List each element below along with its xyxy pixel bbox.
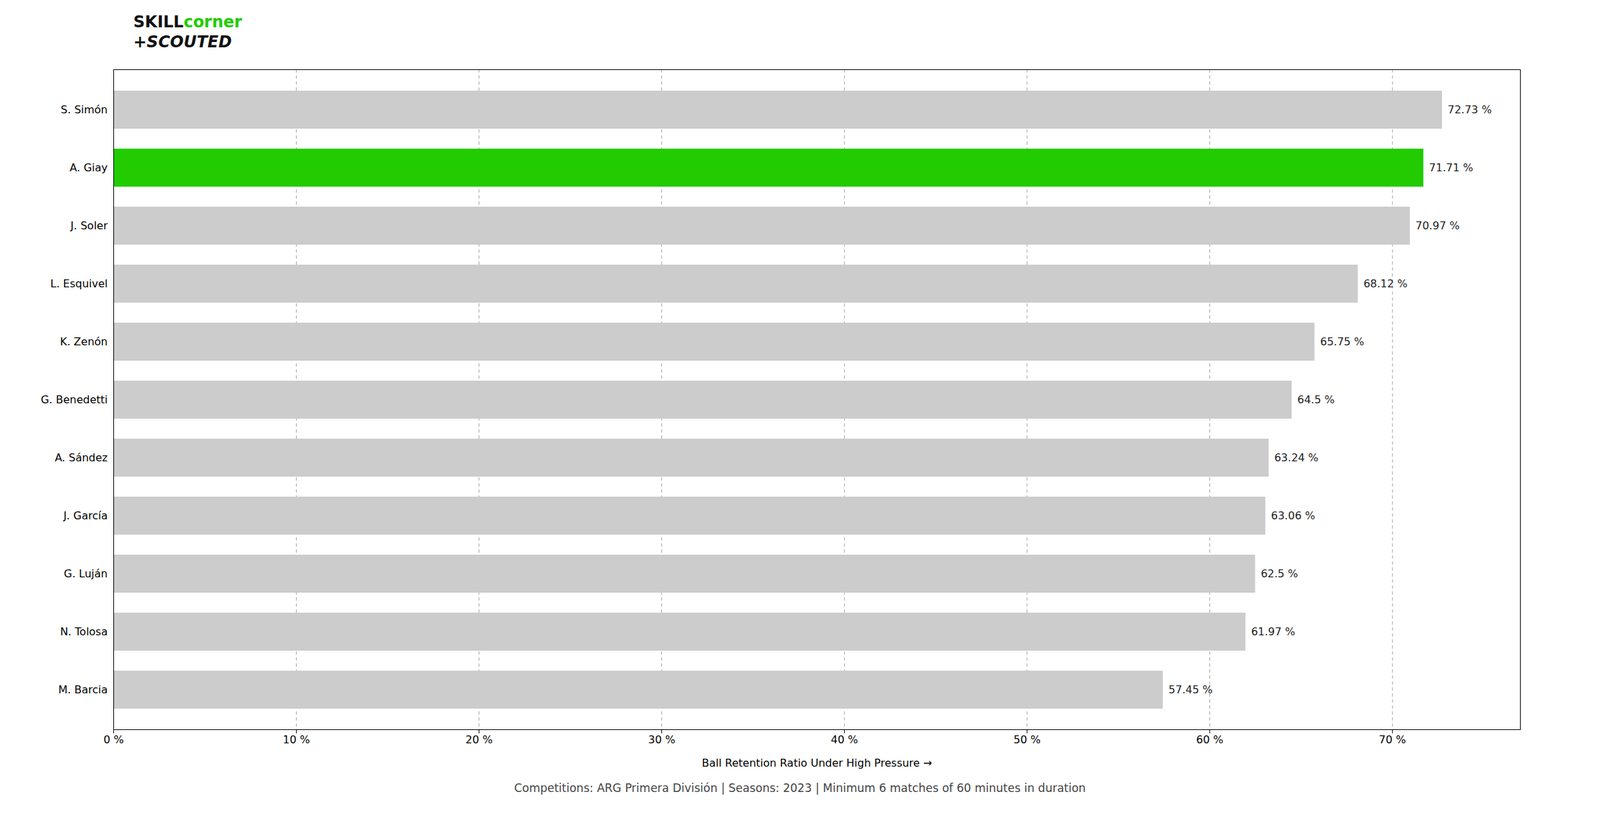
svg-text:10 %: 10 % [282, 733, 310, 746]
svg-text:J. García: J. García [62, 509, 108, 522]
svg-text:50 %: 50 % [1013, 733, 1041, 746]
html-text:+SCOUTED: +SCOUTED [133, 32, 232, 52]
svg-text:68.12 %: 68.12 % [1363, 277, 1408, 290]
svg-text:A. Sández: A. Sández [54, 451, 108, 464]
svg-text:63.06 %: 63.06 % [1271, 509, 1316, 522]
svg-text:0 %: 0 % [103, 733, 124, 746]
svg-text:G. Benedetti: G. Benedetti [40, 393, 108, 406]
svg-text:N. Tolosa: N. Tolosa [60, 625, 108, 638]
svg-text:71.71 %: 71.71 % [1429, 161, 1474, 174]
svg-text:A. Giay: A. Giay [70, 161, 108, 174]
svg-text:62.5 %: 62.5 % [1260, 567, 1298, 580]
svg-text:L. Esquivel: L. Esquivel [50, 277, 108, 290]
svg-text:S. Simón: S. Simón [60, 103, 108, 116]
svg-text:61.97 %: 61.97 % [1251, 625, 1296, 638]
svg-text:57.45 %: 57.45 % [1168, 683, 1213, 696]
svg-text:70 %: 70 % [1378, 733, 1406, 746]
svg-text:40 %: 40 % [830, 733, 858, 746]
svg-text:72.73 %: 72.73 % [1447, 103, 1492, 116]
svg-text:64.5 %: 64.5 % [1297, 393, 1335, 406]
svg-text:63.24 %: 63.24 % [1274, 451, 1318, 464]
svg-text:60 %: 60 % [1196, 733, 1224, 746]
svg-text:20 %: 20 % [465, 733, 493, 746]
svg-text:J. Soler: J. Soler [70, 219, 108, 232]
svg-text:30 %: 30 % [648, 733, 676, 746]
svg-text:G. Luján: G. Luján [64, 567, 108, 580]
svg-text:65.75 %: 65.75 % [1320, 335, 1364, 348]
html-text:SKILL corner: SKILL corner [133, 12, 243, 32]
svg-text:M. Barcia: M. Barcia [58, 683, 108, 696]
html-text:Competitions: ARG Primera Divi: Competitions: ARG Primera División | Sea… [514, 781, 1086, 795]
svg-text:Ball Retention Ratio Under Hig: Ball Retention Ratio Under High Pressure… [702, 756, 932, 770]
svg-text:K. Zenón: K. Zenón [60, 335, 108, 348]
svg-text:70.97 %: 70.97 % [1415, 219, 1460, 232]
